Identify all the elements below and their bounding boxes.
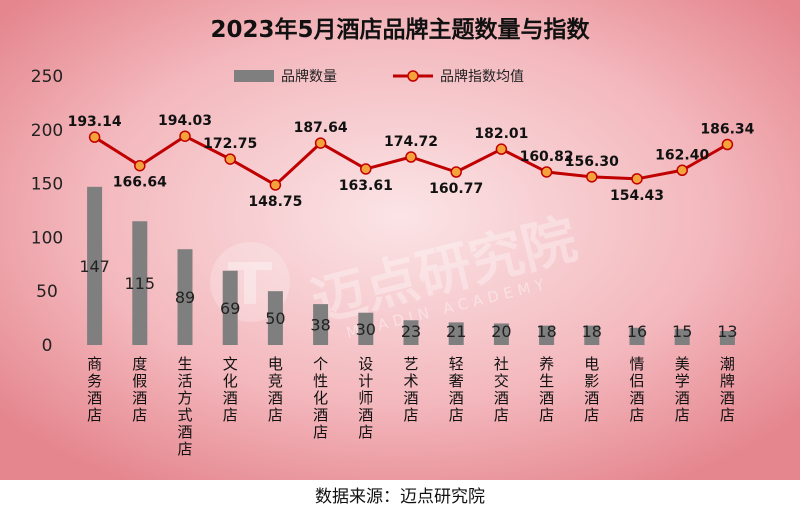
x-category-label: 设计师酒店	[358, 355, 373, 441]
line-point	[134, 159, 146, 172]
x-category-label: 美学酒店	[675, 355, 690, 424]
bar	[267, 291, 283, 345]
line-point	[88, 131, 101, 143]
x-category-label: 情侣酒店	[629, 355, 644, 424]
bar	[539, 325, 555, 345]
bar	[313, 304, 329, 345]
line-value-label: 160.82	[520, 149, 574, 165]
bar-value-label: 18	[536, 322, 556, 341]
x-category-label: 个性化酒店	[313, 355, 328, 441]
bar	[87, 186, 103, 345]
line-value-label: 156.30	[565, 154, 619, 170]
bar-label-group: 147 115 89 69 50 38 30 23 21 20 18 18 16 15 13	[79, 257, 737, 341]
legend-label-bar: 品牌数量	[281, 68, 337, 85]
line-point	[314, 137, 327, 149]
bar-value-label: 30	[356, 320, 376, 339]
line-point	[450, 166, 462, 178]
x-category-label: 电影酒店	[584, 355, 599, 424]
y-tick-label: 250	[31, 67, 63, 87]
line-value-label: 174.72	[384, 134, 438, 150]
line-point	[179, 130, 191, 142]
y-tick-label: 50	[36, 282, 58, 302]
x-axis-categories: 商务酒店 度假酒店 生活方式酒店 文化酒店 电竞酒店 个性化酒店 设计师酒店 艺术酒店 轻奢酒店…	[87, 355, 735, 458]
line-point	[586, 171, 598, 183]
y-tick-label: 150	[31, 175, 63, 195]
line-value-label: 187.64	[294, 120, 348, 136]
line-point	[676, 164, 688, 177]
y-tick-label: 0	[42, 336, 53, 356]
bar-value-label: 115	[125, 274, 156, 293]
x-category-label: 社交酒店	[494, 355, 509, 424]
bar	[448, 322, 464, 345]
x-category-label: 轻奢酒店	[449, 355, 464, 424]
bar	[493, 323, 509, 345]
x-category-label: 度假酒店	[132, 355, 147, 424]
bar	[222, 270, 238, 345]
x-category-label: 商务酒店	[87, 355, 102, 424]
legend-swatch-bar	[234, 70, 274, 82]
bar	[584, 325, 600, 345]
bar-value-label: 69	[220, 299, 240, 318]
line-value-label: 182.01	[474, 126, 528, 142]
line-value-label: 186.34	[700, 121, 754, 137]
line-value-label: 160.77	[429, 181, 483, 197]
source-background	[0, 480, 800, 508]
y-tick-label: 200	[31, 121, 63, 141]
x-category-label: 艺术酒店	[403, 355, 418, 424]
line-point	[360, 163, 372, 175]
bar-value-label: 20	[491, 322, 511, 341]
source-note: 数据来源：迈点研究院	[315, 487, 485, 507]
bar	[132, 221, 148, 345]
bar-value-label: 147	[79, 257, 110, 276]
bar-value-label: 21	[446, 322, 466, 341]
chart-title: 2023年5月酒店品牌主题数量与指数	[210, 16, 590, 43]
line-value-label: 154.43	[610, 188, 664, 204]
line-value-label: 193.14	[68, 114, 122, 130]
bar-value-label: 15	[672, 322, 692, 341]
y-tick-label: 100	[31, 228, 63, 248]
bar-value-label: 13	[717, 322, 737, 341]
line-point	[224, 153, 236, 165]
legend: 品牌数量 品牌指数均值	[234, 68, 524, 85]
line-value-label: 148.75	[248, 194, 302, 210]
line-point	[269, 179, 282, 191]
line-value-label: 162.40	[655, 147, 709, 163]
x-category-label: 电竞酒店	[268, 355, 283, 424]
bar-value-label: 18	[582, 322, 602, 341]
bar	[674, 328, 690, 345]
bar-value-label: 89	[175, 288, 195, 307]
bar-value-label: 23	[401, 322, 421, 341]
line-value-label: 163.61	[339, 178, 393, 194]
y-axis: 0 50 100 150 200 250	[31, 67, 63, 356]
legend-label-line: 品牌指数均值	[440, 68, 524, 85]
bar-value-label: 38	[310, 316, 330, 335]
x-category-label: 生活方式酒店	[177, 355, 192, 458]
line-value-label: 166.64	[113, 175, 167, 191]
bar	[177, 249, 193, 345]
line-point	[721, 138, 734, 151]
line-series	[88, 130, 734, 191]
legend-swatch-marker	[407, 70, 419, 82]
line-point	[495, 143, 508, 155]
line-value-label: 194.03	[158, 113, 212, 129]
bar	[358, 312, 374, 345]
line-point	[405, 151, 417, 163]
bar-value-label: 16	[627, 322, 647, 341]
bar	[629, 327, 645, 345]
bar	[719, 331, 735, 345]
x-category-label: 潮牌酒店	[720, 355, 735, 424]
line-point	[540, 166, 553, 178]
bar-value-label: 50	[265, 309, 285, 328]
x-category-label: 文化酒店	[223, 355, 238, 424]
x-category-label: 养生酒店	[539, 355, 554, 424]
bar-series	[87, 186, 735, 345]
line-label-group: 193.14 166.64 194.03 172.75 148.75 187.64 163.…	[68, 113, 755, 210]
line-value-label: 172.75	[203, 136, 257, 152]
watermark-logo-glyph-icon	[228, 262, 272, 304]
line-point	[631, 173, 643, 185]
bar	[403, 320, 419, 345]
